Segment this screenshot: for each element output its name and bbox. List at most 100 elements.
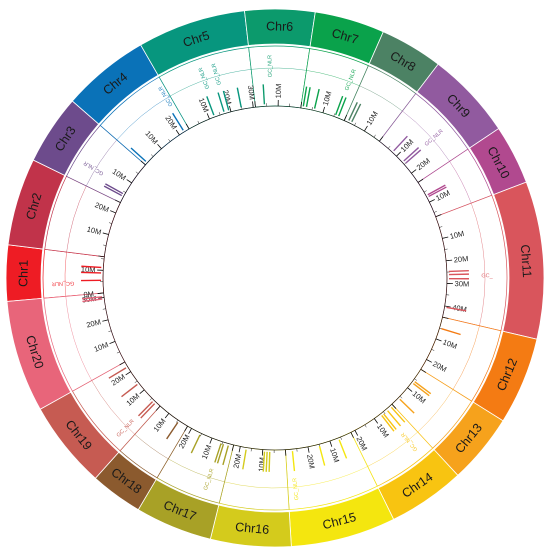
gene-mark [214, 443, 222, 463]
tick-minor-chr9 [387, 146, 391, 149]
tick-major-chr20 [109, 341, 116, 345]
tick-minor-chr3 [123, 190, 126, 193]
chr-label-chr1: Chr1 [16, 260, 30, 287]
gene-mark [446, 306, 467, 312]
tick-minor-chr19 [149, 398, 153, 401]
track-divider-chr7 [306, 70, 360, 86]
gene-mark [305, 87, 311, 108]
tick-major-chr19 [125, 371, 131, 376]
gene-mark [351, 103, 362, 123]
tick-minor-chr20 [108, 330, 112, 332]
tick-start-chr19 [155, 405, 161, 411]
tick-minor-chr4 [150, 154, 154, 157]
tick-minor-chr20 [116, 351, 120, 354]
tick-minor-chr17 [221, 441, 223, 445]
tick-major-chr11 [444, 305, 451, 308]
tick-major-chr19 [139, 389, 145, 395]
tick-major-chr5 [206, 113, 210, 120]
tick-minor-chr10 [423, 190, 427, 193]
tick-label-chr16: 20M [231, 453, 243, 469]
tick-start-chr7 [300, 101, 303, 108]
gene-mark [291, 451, 296, 472]
tick-start-chr20 [119, 361, 126, 366]
tick-label-chr1: 0M [83, 289, 94, 299]
tick-start-chr9 [379, 136, 384, 142]
gene-mark [236, 87, 242, 108]
tick-minor-chr13 [414, 378, 418, 381]
gene-mark [108, 367, 127, 379]
tick-major-chr11 [442, 236, 449, 239]
tick-start-chr18 [184, 425, 188, 432]
tick-major-chr16 [238, 446, 241, 453]
tick-minor-chr15 [340, 436, 342, 440]
tick-major-chr7 [322, 106, 325, 113]
gene-mark [222, 90, 230, 111]
track-divider-chr4 [116, 95, 171, 141]
tick-label-chr6: 10M [274, 84, 283, 99]
gene-mark [405, 149, 422, 164]
tick-major-chr1 [97, 292, 104, 294]
tick-label-chr11: 20M [453, 254, 468, 264]
track-divider-chr17 [168, 458, 225, 483]
tick-label-chr20: 30M [81, 294, 97, 305]
gene-mark [403, 147, 420, 162]
gene-mark [302, 86, 308, 107]
tick-label-chr11: 30M [454, 279, 469, 288]
tick-major-chr13 [407, 387, 413, 392]
gene-mark [441, 328, 461, 336]
tick-minor-chr5 [218, 112, 221, 116]
tick-major-chr18 [164, 413, 170, 419]
tick-minor-chr12 [431, 349, 435, 351]
tick-minor-chr2 [103, 244, 107, 246]
tick-major-chr11 [446, 259, 453, 262]
tick-label-chr11: 10M [449, 229, 465, 241]
tick-label-chr11: 40M [452, 303, 468, 314]
tick-label-chr15: 10M [328, 447, 341, 464]
tick-major-chr14 [373, 418, 379, 424]
tick-start-chr3 [114, 199, 121, 203]
tick-minor-chr8 [354, 122, 357, 126]
tick-minor-chr5 [197, 120, 200, 124]
gene-mark [338, 97, 347, 117]
tick-start-chr8 [343, 114, 348, 121]
tick-major-chr2 [102, 232, 109, 235]
gene-label: GC_NLR [211, 63, 223, 86]
track-divider-chr3 [86, 139, 118, 187]
tick-minor-chr4 [168, 139, 171, 142]
chr-label-chr6: Chr6 [266, 19, 293, 33]
tick-major-chr15 [307, 446, 310, 453]
tick-label-chr7: 10M [321, 90, 334, 107]
gene-mark [166, 421, 179, 440]
tick-label-chr20: 20M [85, 317, 101, 329]
tick-label-chr5: 30M [246, 85, 257, 101]
tick-major-chr4 [157, 144, 162, 150]
ideogram-chr20 [6, 297, 72, 410]
tick-major-chr4 [175, 129, 180, 136]
track-divider-chr5 [170, 69, 252, 97]
gene-mark [390, 406, 406, 423]
gene-mark [381, 415, 395, 432]
track-divider-chr12 [452, 325, 480, 390]
tick-label-chr16: 10M [257, 457, 267, 472]
tick-start-chr6 [254, 101, 256, 108]
gene-mark [383, 413, 397, 430]
tick-major-chr3 [126, 179, 132, 184]
tick-start-chr13 [420, 368, 427, 373]
gene-mark [262, 84, 266, 105]
tick-start-chr14 [391, 403, 397, 409]
tick-minor-chr7 [311, 107, 313, 111]
tick-minor-chr17 [200, 433, 202, 437]
chr-label-chr16: Chr16 [235, 520, 270, 537]
track-divider-chr9 [402, 110, 450, 162]
tick-start-chr12 [442, 316, 449, 319]
track-divider-chr20 [65, 296, 92, 381]
gene-mark [268, 451, 271, 472]
tick-minor-chr14 [364, 424, 367, 428]
tick-major-chr12 [426, 359, 432, 363]
tick-minor-chr20 [102, 308, 106, 310]
gene-mark [414, 381, 432, 395]
track-divider-chr16 [224, 481, 288, 489]
tick-label-chr1: 10M [81, 265, 96, 275]
tick-minor-chr7 [333, 113, 335, 117]
